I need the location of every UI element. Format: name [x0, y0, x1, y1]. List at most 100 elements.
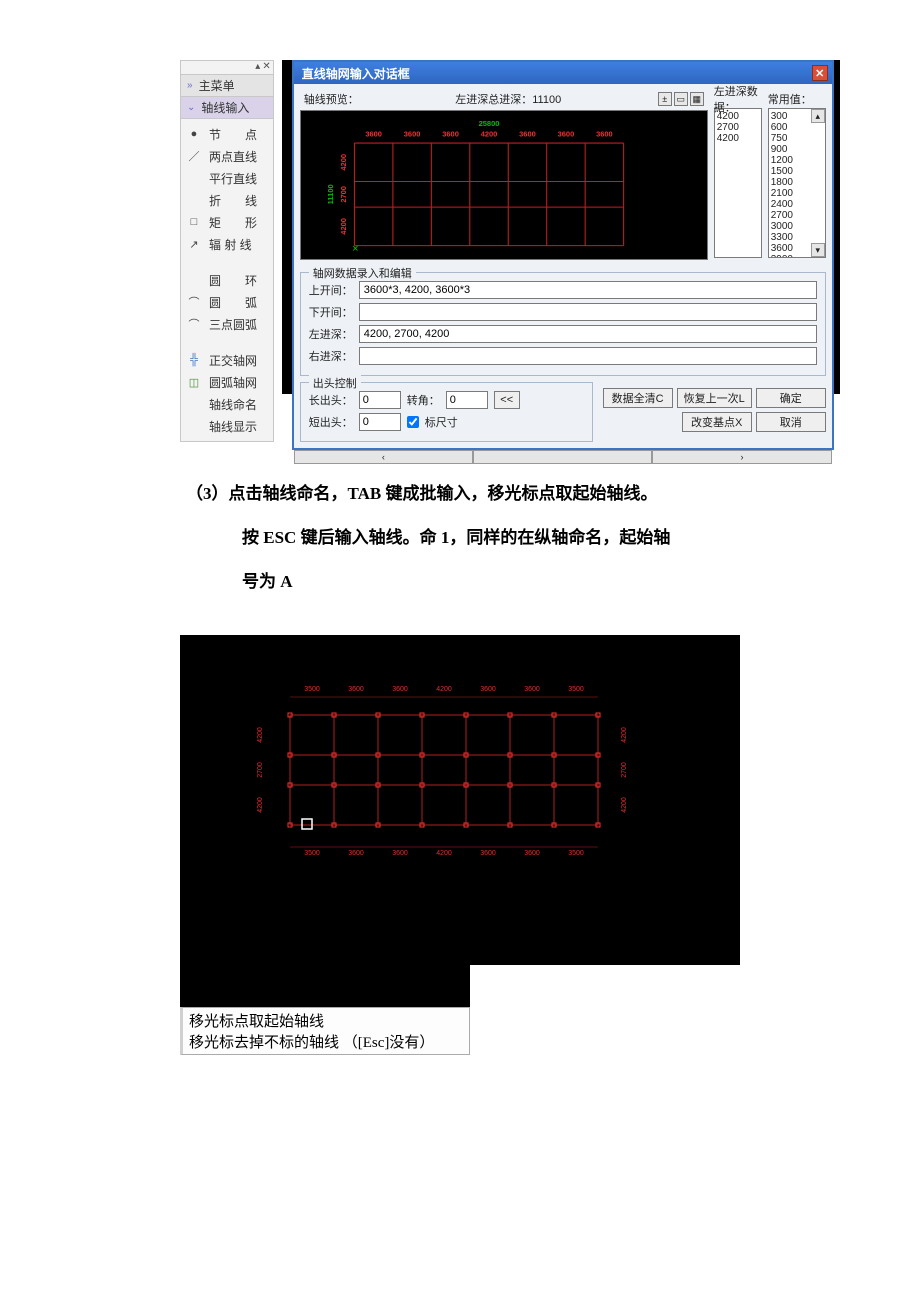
right-depth-input[interactable]: [359, 347, 817, 365]
angle-input[interactable]: [446, 391, 488, 409]
bottom-bay-label: 下开间：: [309, 304, 353, 320]
svg-text:3600: 3600: [442, 130, 459, 139]
model-stage-2: 3500360036004200360036003500350036003600…: [180, 635, 740, 965]
sidebar-item[interactable]: ⌒三点圆弧: [181, 313, 273, 335]
sidebar-item-label: 圆 环: [209, 272, 257, 289]
cancel-button[interactable]: 取消: [756, 412, 826, 432]
sidebar-item[interactable]: ↗辐 射 线: [181, 233, 273, 255]
collapse-icon[interactable]: ▴: [255, 61, 260, 74]
bottom-bay-input[interactable]: [359, 303, 817, 321]
sidebar-item[interactable]: ●节 点: [181, 123, 273, 145]
common-values-label: 常用值：: [768, 90, 826, 108]
scroll-left-button[interactable]: ‹: [294, 450, 473, 464]
left-depth-input[interactable]: [359, 325, 817, 343]
tab-main-menu[interactable]: » 主菜单: [181, 75, 273, 97]
sidebar-item[interactable]: 折 线: [181, 189, 273, 211]
svg-text:4200: 4200: [339, 218, 348, 235]
svg-text:4200: 4200: [257, 727, 264, 743]
close-button[interactable]: ✕: [812, 65, 828, 81]
list-item[interactable]: 750: [771, 133, 823, 144]
tool-icon: ◫: [187, 376, 201, 389]
tool-icon: ⌒: [187, 316, 201, 332]
cmd-line-1: 移光标点取起始轴线: [189, 1010, 463, 1031]
top-bay-label: 上开间：: [309, 282, 353, 298]
sidebar-item[interactable]: 轴线显示: [181, 415, 273, 437]
svg-text:2700: 2700: [339, 186, 348, 203]
svg-text:4200: 4200: [339, 154, 348, 171]
change-basepoint-button[interactable]: 改变基点X: [682, 412, 752, 432]
close-icon[interactable]: ✕: [262, 61, 270, 74]
sidebar-item-label: 轴线命名: [209, 396, 257, 413]
tool-icon: ●: [187, 128, 201, 140]
list-item[interactable]: 1800: [771, 177, 823, 188]
sidebar-item[interactable]: ◫ 圆弧轴网: [181, 371, 273, 393]
grid-data-group: 轴网数据录入和编辑 上开间： 下开间： 左进深： 右进深：: [300, 272, 826, 376]
long-extrude-input[interactable]: [359, 391, 401, 409]
sidebar-item-label: 辐 射 线: [209, 236, 252, 253]
tab-label: 主菜单: [199, 77, 235, 94]
list-item[interactable]: 900: [771, 144, 823, 155]
sidebar-item[interactable]: 轴线命名: [181, 393, 273, 415]
svg-text:4200: 4200: [436, 850, 452, 857]
top-bay-input[interactable]: [359, 281, 817, 299]
list-item[interactable]: 600: [771, 122, 823, 133]
sidebar-item[interactable]: 平行直线: [181, 167, 273, 189]
swap-button[interactable]: <<: [494, 391, 520, 409]
sidebar-handle[interactable]: ▴ ✕: [181, 61, 273, 75]
svg-text:3600: 3600: [480, 686, 496, 693]
list-item[interactable]: 3000: [771, 221, 823, 232]
sidebar-item-label: 平行直线: [209, 170, 257, 187]
svg-text:3600: 3600: [348, 686, 364, 693]
left-depth-list[interactable]: 420027004200: [714, 108, 762, 258]
sidebar-item[interactable]: ⌒ 圆 弧: [181, 291, 273, 313]
command-black-strip: [180, 965, 470, 1007]
common-values-list[interactable]: ▴ ▾ 300600750900120015001800210024002700…: [768, 108, 826, 258]
sidebar-item-label: 圆 弧: [209, 294, 257, 311]
list-item[interactable]: 3300: [771, 232, 823, 243]
sidebar-item[interactable]: □矩 形: [181, 211, 273, 233]
scroll-up-button[interactable]: ▴: [811, 109, 825, 123]
tool-icon: ⌒: [187, 294, 201, 310]
tool-mini-1[interactable]: ±: [658, 92, 672, 106]
cmd-line-2: 移光标去掉不标的轴线 （[Esc]没有）: [189, 1031, 463, 1052]
ok-button[interactable]: 确定: [756, 388, 826, 408]
command-line[interactable]: 移光标点取起始轴线 移光标去掉不标的轴线 （[Esc]没有）: [180, 1007, 470, 1055]
svg-text:3600: 3600: [557, 130, 574, 139]
tool-mini-2[interactable]: ▭: [674, 92, 688, 106]
list-item[interactable]: 2700: [717, 122, 759, 133]
svg-text:25800: 25800: [478, 119, 499, 128]
tool-icon: ／: [187, 148, 201, 164]
dim-checkbox[interactable]: [407, 416, 419, 428]
scroll-track[interactable]: [473, 450, 652, 464]
sidebar-item[interactable]: ╬正交轴网: [181, 349, 273, 371]
restore-button[interactable]: 恢复上一次L: [677, 388, 752, 408]
svg-text:3600: 3600: [348, 850, 364, 857]
scroll-down-button[interactable]: ▾: [811, 243, 825, 257]
extrude-group: 出头控制 长出头： 转角： << 短出头： 标尺寸: [300, 382, 593, 442]
chevron-right-icon: »: [187, 80, 193, 91]
sidebar-item-label: 圆弧轴网: [209, 374, 257, 391]
sidebar-item[interactable]: 圆 环: [181, 269, 273, 291]
chevron-down-icon: ⌄: [187, 102, 195, 113]
list-item[interactable]: 2400: [771, 199, 823, 210]
list-item[interactable]: 2700: [771, 210, 823, 221]
instruction-text: （3）点击轴线命名，TAB 键成批输入，移光标点取起始轴线。 按 ESC 键后输…: [186, 472, 840, 605]
list-item[interactable]: 2100: [771, 188, 823, 199]
preview-label: 轴线预览：: [304, 91, 359, 107]
short-extrude-input[interactable]: [359, 413, 401, 431]
dialog-titlebar[interactable]: 直线轴网输入对话框 ✕: [294, 62, 832, 84]
clear-data-button[interactable]: 数据全清C: [603, 388, 673, 408]
svg-text:3600: 3600: [519, 130, 536, 139]
scroll-right-button[interactable]: ›: [652, 450, 831, 464]
sidebar-item-label: 矩 形: [209, 214, 257, 231]
tool-mini-3[interactable]: ▦: [690, 92, 704, 106]
list-item[interactable]: 1500: [771, 166, 823, 177]
angle-label: 转角：: [407, 392, 440, 408]
svg-text:3600: 3600: [596, 130, 613, 139]
list-item[interactable]: 1200: [771, 155, 823, 166]
tab-axis-input[interactable]: ⌄ 轴线输入: [181, 97, 273, 119]
sidebar-item[interactable]: ／两点直线: [181, 145, 273, 167]
list-item[interactable]: 4200: [717, 133, 759, 144]
left-depth-label: 左进深数据：: [714, 90, 762, 108]
svg-text:×: ×: [352, 243, 358, 255]
